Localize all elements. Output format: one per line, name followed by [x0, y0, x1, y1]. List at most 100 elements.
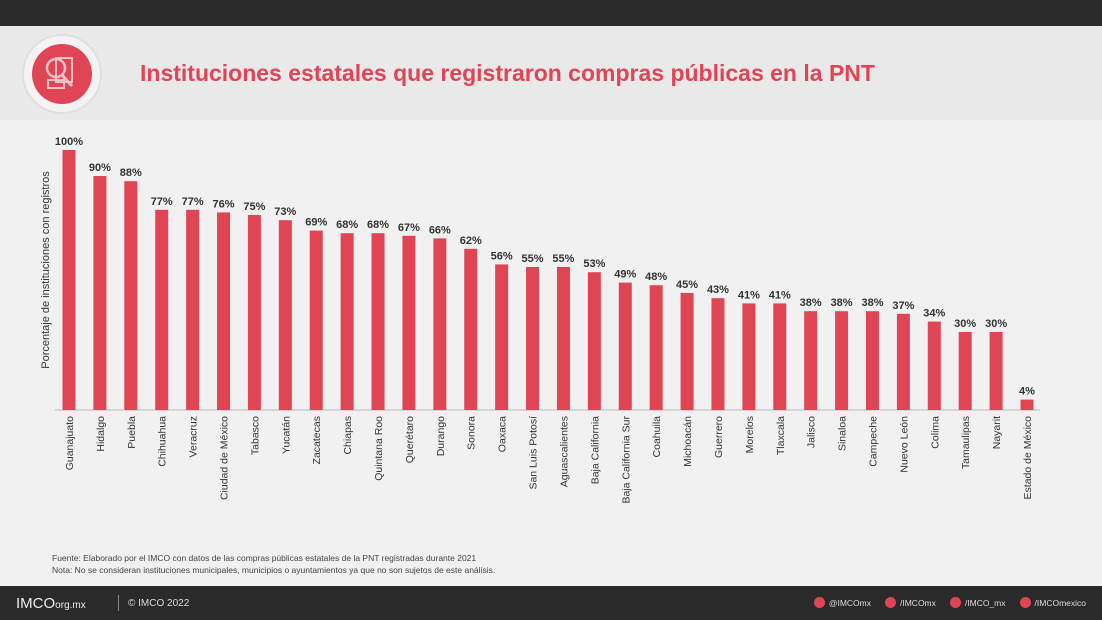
bar	[402, 235, 416, 410]
social-links: @IMCOmx /IMCOmx /IMCO_mx /IMCOmexico	[813, 597, 1086, 608]
data-label: 53%	[583, 258, 605, 270]
x-tick-label: Guanajuato	[64, 416, 76, 470]
bar	[927, 321, 941, 410]
data-label: 30%	[954, 318, 976, 330]
bar	[526, 267, 540, 410]
x-tick-label: San Luis Potosí	[528, 416, 540, 490]
x-tick-label: Coahuila	[651, 416, 663, 458]
x-tick-label: Durango	[435, 416, 447, 456]
bar	[93, 176, 107, 410]
bar	[278, 220, 292, 410]
x-tick-label: Yucatán	[280, 416, 292, 454]
x-tick-label: Sonora	[466, 416, 478, 450]
bar	[186, 209, 200, 410]
social-facebook[interactable]: /IMCOmx	[885, 597, 936, 608]
data-label: 55%	[522, 253, 544, 265]
bar	[1020, 399, 1034, 410]
data-label: 62%	[460, 235, 482, 247]
bar	[556, 267, 570, 410]
bar	[618, 282, 632, 410]
bar-chart: 100% Guanajuato 90% Hidalgo 88% Puebla 77% Chih…	[55, 136, 1040, 504]
data-label: 4%	[1019, 386, 1035, 398]
twitter-icon	[813, 597, 825, 608]
x-tick-label: Tabasco	[249, 416, 261, 455]
x-tick-label: Morelos	[744, 416, 756, 453]
x-tick-label: Campeche	[867, 416, 879, 467]
top-bar	[0, 0, 1102, 26]
bar	[124, 181, 138, 410]
facebook-icon	[885, 597, 896, 608]
data-label: 48%	[645, 271, 667, 283]
x-tick-label: Estado de México	[1022, 416, 1034, 500]
bar	[804, 311, 818, 410]
x-tick-label: Colima	[929, 416, 941, 449]
bar	[495, 264, 509, 410]
bar	[587, 272, 601, 410]
bar	[371, 233, 385, 410]
bar	[217, 212, 231, 410]
x-tick-label: Nayarit	[991, 416, 1003, 449]
x-tick-label: Baja California Sur	[620, 416, 632, 504]
data-label: 100%	[55, 136, 83, 148]
bar	[835, 311, 849, 410]
data-label: 55%	[552, 253, 574, 265]
x-tick-label: Zacatecas	[311, 416, 323, 464]
data-label: 30%	[985, 318, 1007, 330]
data-label: 38%	[861, 297, 883, 309]
data-label: 34%	[923, 308, 945, 320]
bar	[433, 238, 447, 410]
x-tick-label: Quintana Roo	[373, 416, 385, 481]
social-instagram[interactable]: /IMCO_mx	[949, 597, 1006, 608]
data-label: 77%	[151, 196, 173, 208]
social-twitter[interactable]: @IMCOmx	[813, 597, 871, 608]
x-tick-label: Baja California	[589, 416, 601, 484]
data-label: 41%	[738, 289, 760, 301]
bar	[155, 209, 169, 410]
data-label: 56%	[491, 250, 513, 262]
x-tick-label: Puebla	[126, 416, 138, 449]
footer: IMCOorg.mx © IMCO 2022 @IMCOmx /IMCOmx /…	[0, 586, 1102, 620]
youtube-icon	[1019, 597, 1031, 608]
bar	[958, 332, 972, 410]
scope-note: Nota: No se consideran instituciones mun…	[52, 565, 496, 575]
x-tick-label: Chihuahua	[157, 416, 169, 467]
bar	[309, 230, 323, 410]
x-tick-label: Jalisco	[806, 416, 818, 448]
data-label: 69%	[305, 217, 327, 229]
bar	[865, 311, 879, 410]
x-tick-label: Querétaro	[404, 416, 416, 463]
data-label: 68%	[336, 219, 358, 231]
data-label: 88%	[120, 167, 142, 179]
x-tick-label: Hidalgo	[95, 416, 107, 452]
social-youtube[interactable]: /IMCOmexico	[1019, 597, 1086, 608]
page-title: Instituciones estatales que registraron …	[140, 60, 875, 86]
bar	[649, 285, 663, 410]
data-label: 37%	[892, 300, 914, 312]
bar	[247, 215, 261, 410]
x-tick-label: Michoacán	[682, 416, 694, 467]
data-label: 66%	[429, 224, 451, 236]
data-label: 73%	[274, 206, 296, 218]
notes: Fuente: Elaborado por el IMCO con datos …	[52, 552, 495, 576]
data-label: 49%	[614, 269, 636, 281]
bar	[464, 248, 478, 410]
bar	[742, 303, 756, 410]
x-tick-label: Aguascalientes	[558, 416, 570, 487]
bar	[989, 332, 1003, 410]
x-tick-label: Veracruz	[188, 416, 200, 457]
data-label: 41%	[769, 289, 791, 301]
search-document-icon	[22, 34, 102, 114]
copyright: © IMCO 2022	[128, 598, 190, 609]
data-label: 43%	[707, 284, 729, 296]
data-label: 45%	[676, 279, 698, 291]
x-tick-label: Tamaulipas	[960, 416, 972, 469]
data-label: 38%	[831, 297, 853, 309]
x-tick-label: Tlaxcala	[775, 416, 787, 455]
bar	[680, 293, 694, 410]
imco-logo[interactable]: IMCOorg.mx	[16, 595, 86, 612]
data-label: 90%	[89, 162, 111, 174]
data-label: 75%	[243, 201, 265, 213]
source-note: Fuente: Elaborado por el IMCO con datos …	[52, 553, 477, 563]
divider	[118, 595, 119, 611]
bar	[896, 313, 910, 410]
